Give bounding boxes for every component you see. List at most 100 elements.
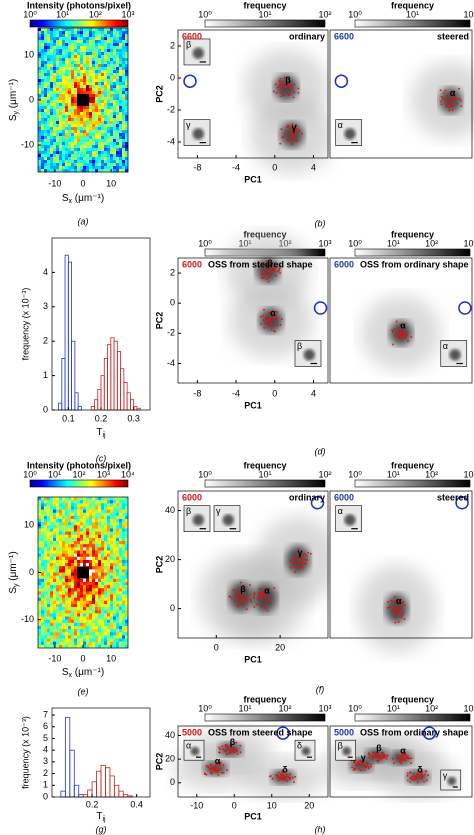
pixel — [98, 67, 102, 71]
pixel — [122, 70, 126, 74]
pixel — [80, 544, 84, 548]
pixel — [107, 169, 111, 173]
pixel — [62, 603, 66, 608]
pixel — [101, 629, 105, 633]
pixel — [62, 591, 66, 595]
pixel — [59, 124, 63, 128]
pixel — [71, 578, 75, 583]
pixel — [71, 588, 75, 592]
pixel — [95, 575, 99, 580]
colorbar-title: frequency — [243, 0, 286, 10]
pixel — [83, 91, 87, 95]
y-tick-label: -2 — [167, 104, 175, 114]
pixel — [62, 613, 66, 617]
red-point — [360, 760, 362, 762]
pixel — [116, 635, 120, 639]
pixel — [41, 566, 45, 570]
pixel — [77, 49, 81, 53]
pixel — [65, 509, 69, 514]
pixel — [110, 157, 114, 161]
pixel — [101, 622, 105, 627]
pixel — [119, 613, 123, 617]
pixel — [113, 537, 117, 542]
histogram-bar — [90, 406, 95, 411]
red-point — [399, 608, 402, 610]
pixel — [71, 49, 75, 53]
frame — [329, 490, 473, 639]
pixel — [71, 46, 75, 50]
pixel — [68, 559, 72, 564]
pixel — [92, 28, 96, 32]
pixel — [92, 594, 96, 598]
pixel — [104, 91, 108, 95]
pixel — [44, 46, 48, 50]
pixel — [38, 566, 42, 570]
inset-label: β — [297, 341, 302, 351]
red-point — [278, 267, 281, 270]
pixel — [53, 37, 57, 41]
pixel — [92, 61, 96, 65]
pixel — [74, 157, 78, 161]
red-point — [257, 265, 260, 268]
pixel — [110, 519, 114, 523]
pixel — [50, 49, 54, 53]
pixel — [50, 566, 54, 570]
colorbar-title: Intensity (photons/pixel) — [27, 0, 131, 10]
red-point — [456, 103, 459, 105]
pixel — [47, 585, 51, 589]
red-point — [283, 775, 286, 777]
red-point — [294, 128, 296, 131]
pixel — [77, 124, 81, 128]
pixel — [74, 534, 78, 539]
pixel — [59, 512, 63, 517]
pixel — [116, 563, 120, 567]
blue-circle — [313, 301, 328, 315]
red-point — [397, 610, 400, 613]
pixel — [95, 94, 99, 98]
red-point — [386, 607, 389, 609]
pixel — [80, 79, 84, 83]
pixel — [104, 85, 108, 89]
pixel — [110, 61, 114, 65]
panel-label: (b) — [315, 218, 326, 228]
pixel — [113, 603, 117, 608]
pixel — [83, 616, 87, 620]
pixel — [80, 591, 84, 595]
pixel — [110, 616, 114, 620]
pixel — [68, 629, 72, 633]
pixel — [113, 43, 117, 47]
pixel — [62, 506, 66, 510]
pixel — [95, 569, 99, 573]
pixel — [53, 619, 57, 624]
pixel — [44, 622, 48, 627]
pixel — [53, 112, 57, 116]
pixel — [86, 497, 90, 501]
pixel — [80, 619, 84, 624]
pixel — [89, 622, 93, 627]
pixel — [50, 112, 54, 116]
pixel — [68, 603, 72, 608]
pixel — [44, 641, 48, 646]
pixel — [59, 160, 63, 164]
pixel — [125, 591, 129, 595]
pixel — [95, 619, 99, 624]
pixel — [119, 572, 123, 576]
pixel — [38, 49, 42, 53]
pixel — [104, 610, 108, 614]
pixel — [65, 31, 69, 35]
pixel — [83, 581, 87, 586]
pixel — [116, 34, 120, 38]
pixel — [41, 127, 45, 131]
pixel — [119, 541, 123, 545]
colorbar — [204, 713, 326, 722]
red-point — [273, 268, 276, 271]
pixel — [80, 49, 84, 53]
pixel — [98, 88, 102, 92]
colorbar — [354, 248, 471, 257]
red-point — [303, 553, 306, 556]
pixel — [89, 100, 93, 104]
pixel — [62, 556, 66, 561]
red-point — [280, 318, 283, 321]
pixel — [98, 37, 102, 41]
pixel — [89, 85, 93, 89]
